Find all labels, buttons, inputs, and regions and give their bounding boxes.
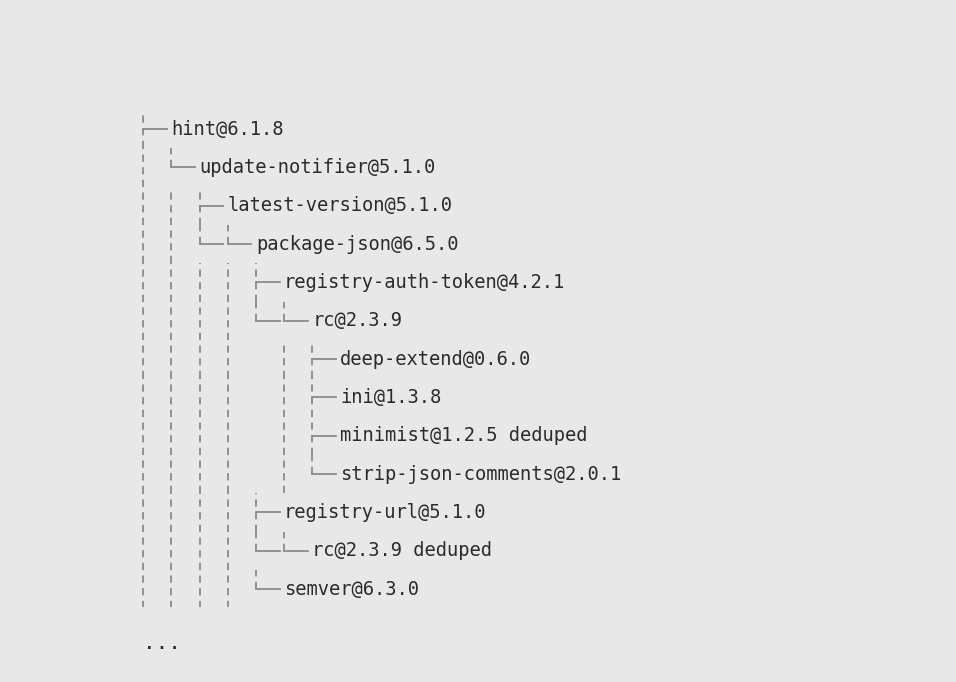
Text: registry-auth-token@4.2.1: registry-auth-token@4.2.1 xyxy=(284,273,565,292)
Text: strip-json-comments@2.0.1: strip-json-comments@2.0.1 xyxy=(340,464,621,484)
Text: hint@6.1.8: hint@6.1.8 xyxy=(171,119,284,138)
Text: rc@2.3.9 deduped: rc@2.3.9 deduped xyxy=(312,542,492,561)
Text: minimist@1.2.5 deduped: minimist@1.2.5 deduped xyxy=(340,426,588,445)
Text: package-json@6.5.0: package-json@6.5.0 xyxy=(256,235,458,254)
Text: registry-url@5.1.0: registry-url@5.1.0 xyxy=(284,503,487,522)
Text: ini@1.3.8: ini@1.3.8 xyxy=(340,388,442,407)
Text: latest-version@5.1.0: latest-version@5.1.0 xyxy=(228,196,453,216)
Text: deep-extend@0.6.0: deep-extend@0.6.0 xyxy=(340,350,532,368)
Text: rc@2.3.9: rc@2.3.9 xyxy=(312,311,402,330)
Text: semver@6.3.0: semver@6.3.0 xyxy=(284,580,419,599)
Text: update-notifier@5.1.0: update-notifier@5.1.0 xyxy=(200,158,436,177)
Text: ...: ... xyxy=(143,633,181,653)
